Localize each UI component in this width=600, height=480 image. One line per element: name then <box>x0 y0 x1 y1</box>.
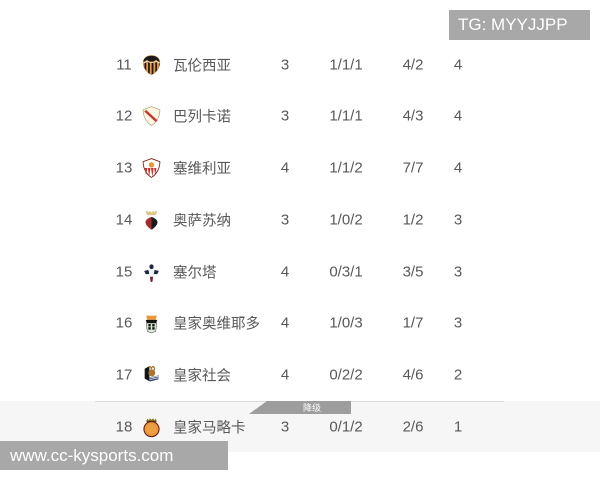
svg-text:降级: 降级 <box>303 402 321 413</box>
